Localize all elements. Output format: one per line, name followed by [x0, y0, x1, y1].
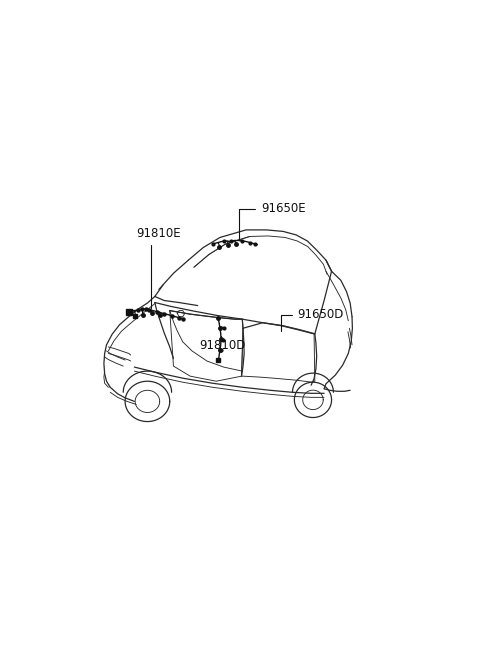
Text: 91650E: 91650E	[239, 202, 305, 240]
Text: 91810D: 91810D	[200, 336, 246, 352]
Text: 91810E: 91810E	[136, 227, 181, 308]
Text: 91650D: 91650D	[281, 308, 344, 331]
